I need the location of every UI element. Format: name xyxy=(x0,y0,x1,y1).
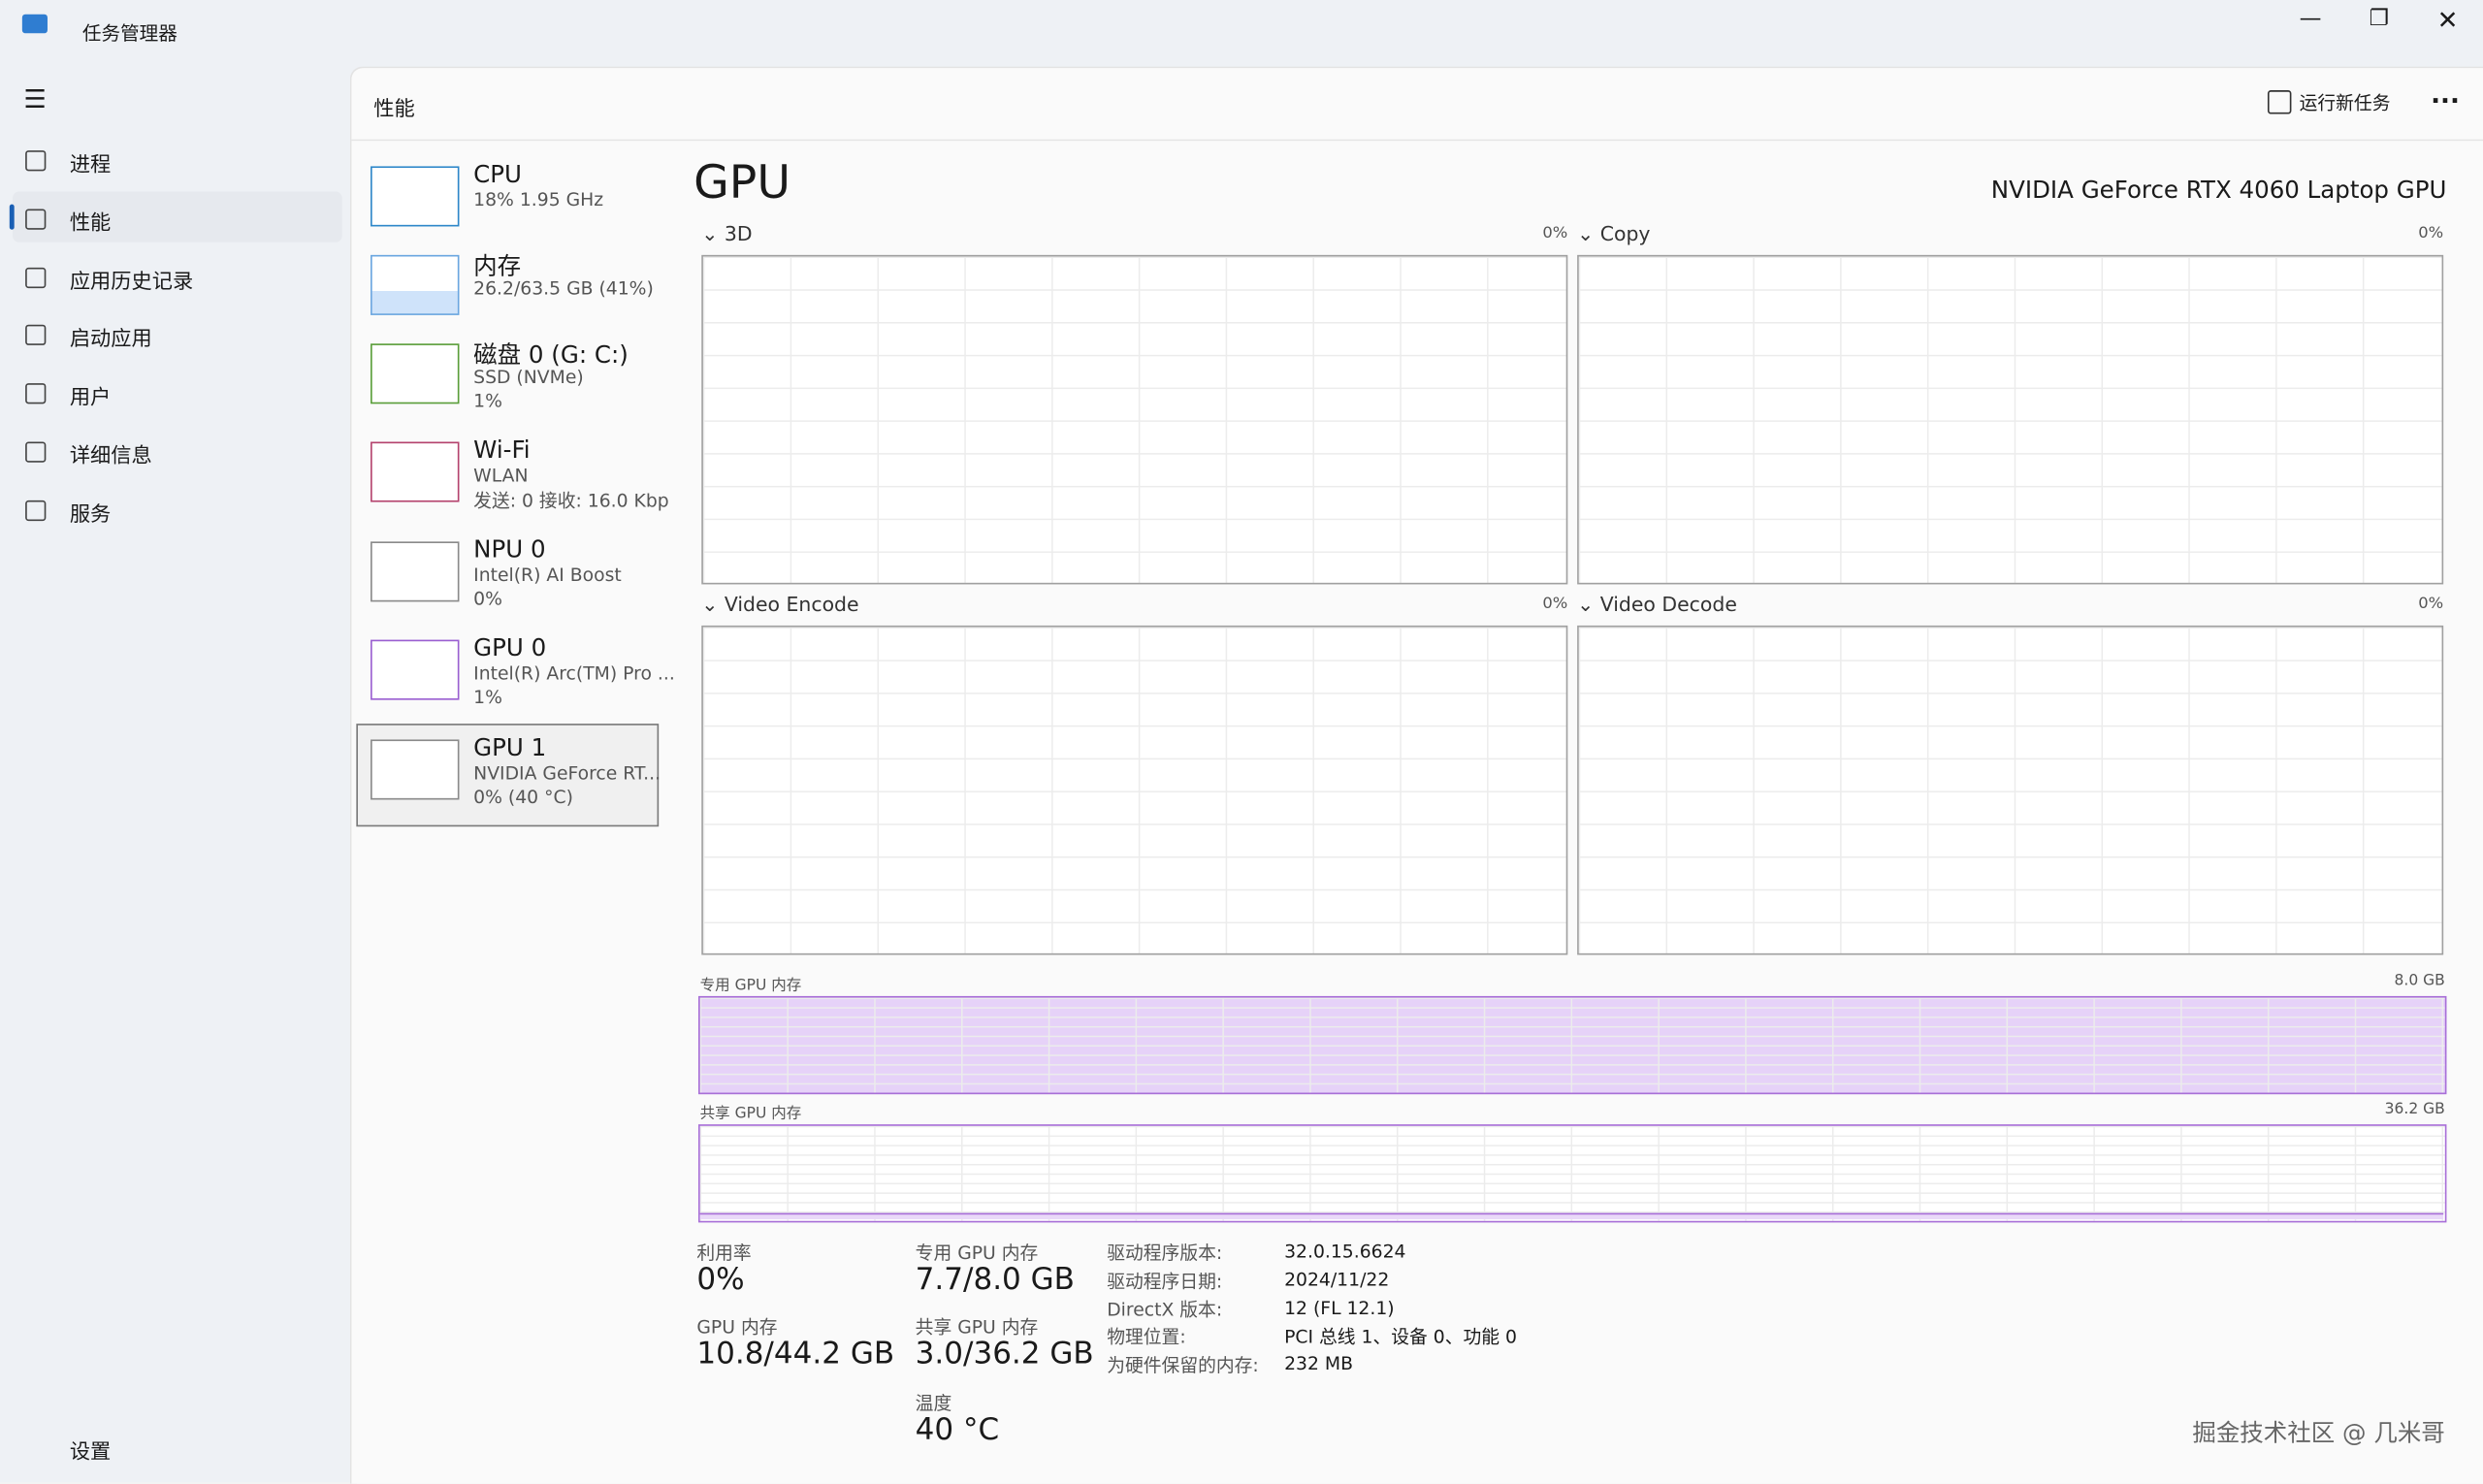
nav-icon xyxy=(25,150,47,172)
memory-label: 专用 GPU 内存 xyxy=(699,977,802,995)
memory-label: 共享 GPU 内存 xyxy=(699,1105,802,1123)
memory-max: 36.2 GB xyxy=(2384,1100,2445,1118)
more-button[interactable]: ··· xyxy=(2431,85,2460,116)
engine-label: ⌄ Video Decode xyxy=(1577,592,1737,617)
device-detail: 1% xyxy=(473,389,502,412)
nav-item[interactable]: 启动应用 xyxy=(69,328,152,353)
close-button[interactable]: ✕ xyxy=(2436,4,2459,35)
nav-item[interactable]: 用户 xyxy=(69,386,112,411)
nav-item[interactable]: 应用历史记录 xyxy=(69,270,194,295)
engine-label: ⌄ 3D xyxy=(701,221,753,246)
nav-icon xyxy=(25,383,47,404)
gpu-model: NVIDIA GeForce RTX 4060 Laptop GPU xyxy=(1990,176,2447,205)
nav-selected-indicator xyxy=(9,204,15,230)
engine-graph xyxy=(1577,625,2444,955)
nav-item[interactable]: 进程 xyxy=(69,153,112,177)
watermark: 掘金技术社区 @ 几米哥 xyxy=(2192,1418,2445,1448)
device-thumbnail xyxy=(371,639,460,700)
engine-value: 0% xyxy=(2418,224,2444,242)
device-detail: WLAN xyxy=(473,464,529,487)
device-detail: 26.2/63.5 GB (41%) xyxy=(473,276,654,300)
device-name[interactable]: CPU xyxy=(473,159,522,189)
device-name[interactable]: 内存 xyxy=(473,251,522,280)
memory-usage-line xyxy=(699,1212,2444,1220)
engine-graph xyxy=(701,254,1568,585)
device-detail: NVIDIA GeForce RT... xyxy=(473,761,661,785)
nav-icon xyxy=(25,267,47,288)
stat-value: 3.0/36.2 GB xyxy=(915,1336,1094,1371)
nav-item[interactable]: 性能 xyxy=(69,211,112,236)
device-name[interactable]: GPU 0 xyxy=(473,633,547,662)
engine-value: 0% xyxy=(1542,595,1568,613)
detail-label: 物理位置: xyxy=(1107,1326,1186,1349)
device-name[interactable]: GPU 1 xyxy=(473,732,547,762)
device-thumbnail xyxy=(371,166,460,227)
detail-value: 32.0.15.6624 xyxy=(1284,1240,1406,1263)
nav-item[interactable]: 服务 xyxy=(69,502,112,528)
restore-button[interactable]: ❐ xyxy=(2369,6,2389,32)
detail-label: DirectX 版本: xyxy=(1107,1298,1223,1320)
stat-value: 10.8/44.2 GB xyxy=(696,1336,895,1371)
app-icon xyxy=(21,14,48,34)
device-detail: SSD (NVMe) xyxy=(473,366,584,388)
nav-icon xyxy=(25,325,47,346)
detail-value: PCI 总线 1、设备 0、功能 0 xyxy=(1284,1326,1517,1349)
device-name[interactable]: NPU 0 xyxy=(473,534,546,565)
device-detail: Intel(R) Arc(TM) Pro ... xyxy=(473,661,675,685)
nav-icon xyxy=(25,441,47,463)
stat-label: GPU 内存 xyxy=(696,1315,778,1339)
device-detail: 0% (40 °C) xyxy=(473,785,573,808)
device-name[interactable]: Wi-Fi xyxy=(473,435,531,465)
detail-label: 驱动程序日期: xyxy=(1107,1270,1223,1292)
nav-item[interactable]: 详细信息 xyxy=(69,444,152,469)
engine-label: ⌄ Copy xyxy=(1577,221,1651,246)
memory-graph xyxy=(697,1124,2447,1223)
detail-value: 232 MB xyxy=(1284,1352,1353,1375)
run-task[interactable]: 运行新任务 xyxy=(2299,91,2391,114)
engine-value: 0% xyxy=(1542,224,1568,242)
device-thumbnail xyxy=(371,441,460,502)
device-thumbnail xyxy=(371,343,460,404)
engine-graph xyxy=(701,625,1568,955)
memory-max: 8.0 GB xyxy=(2394,972,2445,990)
minimize-button[interactable]: — xyxy=(2299,6,2322,32)
detail-value: 2024/11/22 xyxy=(1284,1268,1390,1291)
stat-label: 利用率 xyxy=(696,1241,752,1264)
stat-value: 40 °C xyxy=(915,1412,1000,1448)
stat-value: 0% xyxy=(696,1262,745,1298)
gpu-title: GPU xyxy=(693,154,790,210)
page-title: 性能 xyxy=(373,98,415,122)
detail-label: 为硬件保留的内存: xyxy=(1107,1354,1259,1377)
run-task-icon xyxy=(2267,90,2292,114)
engine-graph xyxy=(1577,254,2444,585)
stat-value: 7.7/8.0 GB xyxy=(915,1262,1075,1298)
detail-value: 12 (FL 12.1) xyxy=(1284,1296,1395,1319)
window-title: 任务管理器 xyxy=(81,21,177,45)
header-bar xyxy=(351,68,2483,142)
detail-label: 驱动程序版本: xyxy=(1107,1241,1223,1264)
settings[interactable]: 设置 xyxy=(69,1440,112,1466)
engine-label: ⌄ Video Encode xyxy=(701,592,859,617)
nav-icon xyxy=(25,209,47,230)
stat-label: 温度 xyxy=(915,1392,952,1414)
device-thumbnail xyxy=(371,541,460,602)
device-detail: 0% xyxy=(473,587,502,610)
device-thumbnail xyxy=(371,254,460,315)
stat-label: 专用 GPU 内存 xyxy=(915,1241,1039,1264)
menu-button[interactable]: ☰ xyxy=(23,83,47,114)
memory-graph xyxy=(697,995,2447,1095)
nav-selected-bg xyxy=(13,191,342,242)
device-detail: 18% 1.95 GHz xyxy=(473,188,604,211)
nav-icon xyxy=(25,500,47,521)
stat-label: 共享 GPU 内存 xyxy=(915,1315,1039,1339)
device-detail: 发送: 0 接收: 16.0 Kbp xyxy=(473,489,669,512)
device-detail: Intel(R) AI Boost xyxy=(473,564,622,587)
device-detail: 1% xyxy=(473,685,502,708)
device-name[interactable]: 磁盘 0 (G: C:) xyxy=(473,340,629,370)
engine-value: 0% xyxy=(2418,595,2444,613)
device-thumbnail xyxy=(371,739,460,800)
